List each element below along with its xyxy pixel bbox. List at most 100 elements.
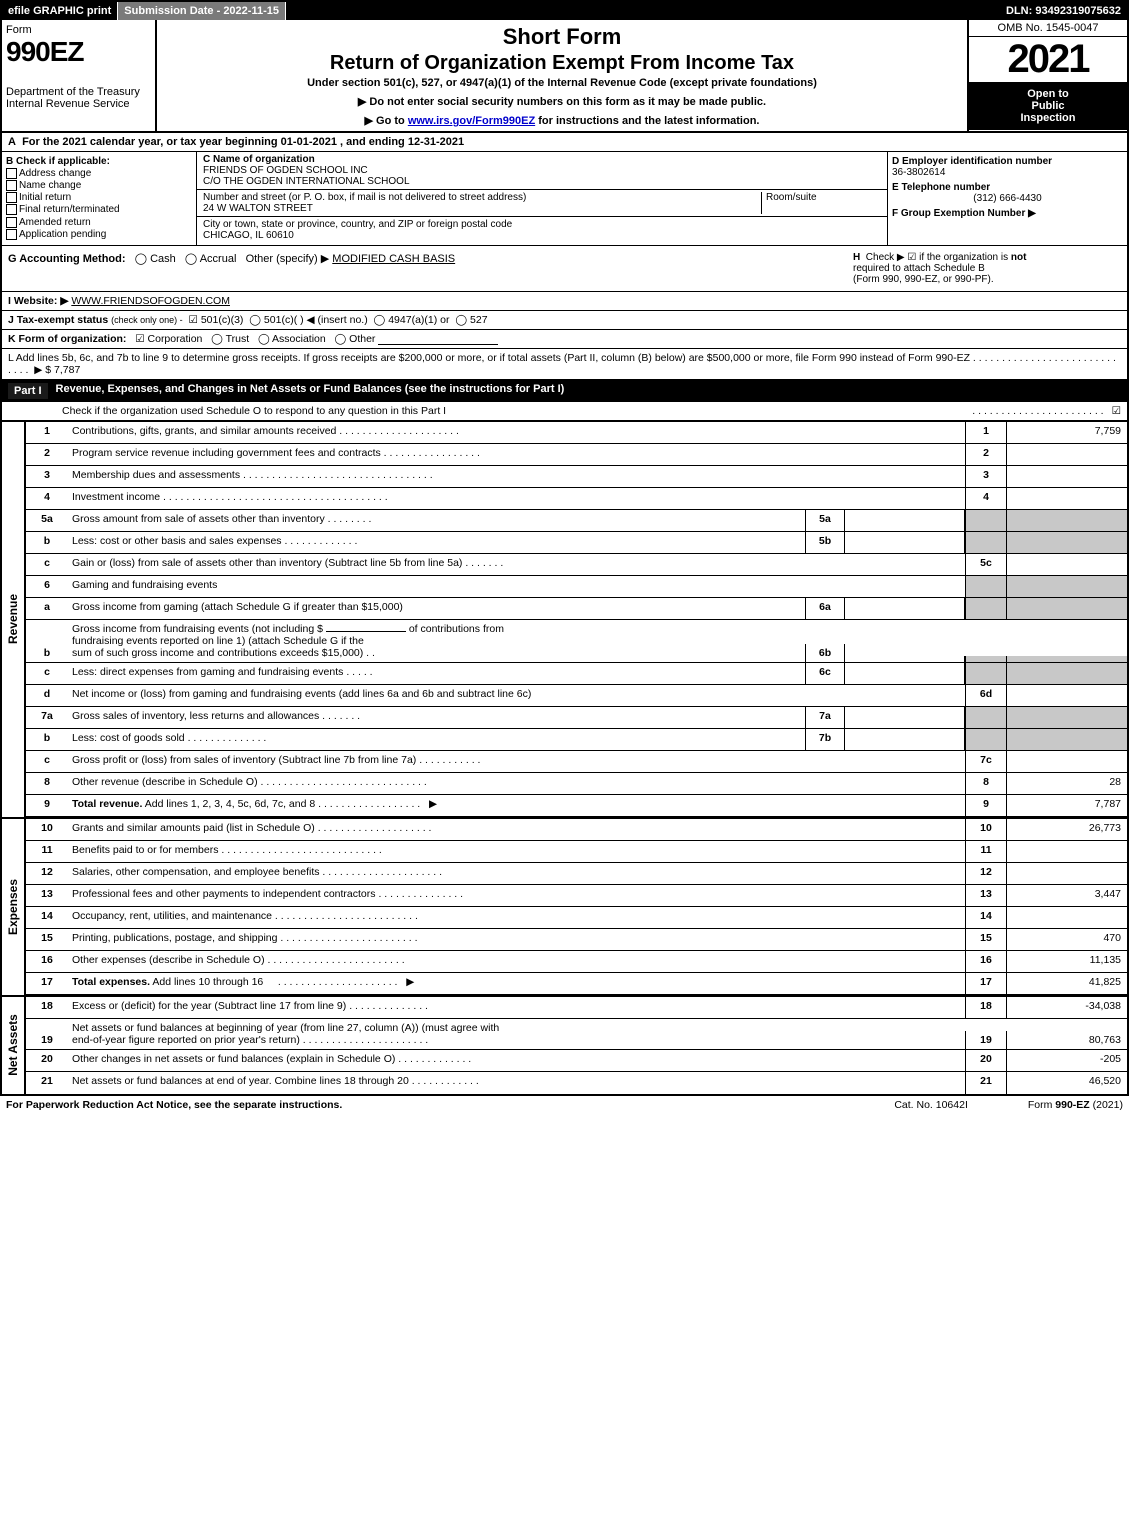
line-5a: 5aGross amount from sale of assets other… [26, 510, 1127, 532]
line-9: 9Total revenue. Add lines 1, 2, 3, 4, 5c… [26, 795, 1127, 817]
instr2-lead: ▶ Go to [365, 115, 408, 127]
line-val [1007, 598, 1127, 619]
subbox-val [845, 729, 965, 750]
revenue-section: Revenue 1Contributions, gifts, grants, a… [2, 422, 1127, 817]
checkbox-icon[interactable] [6, 180, 17, 191]
line-rnum: 2 [965, 444, 1007, 465]
line-desc: Gross income from fundraising events (no… [68, 620, 805, 662]
k-opt4: ◯ Other [335, 333, 376, 345]
line-5c: cGain or (loss) from sale of assets othe… [26, 554, 1127, 576]
h-line2: required to attach Schedule B [853, 263, 1121, 274]
j-opt4: ◯ 527 [455, 314, 487, 326]
part-i-title: Revenue, Expenses, and Changes in Net As… [56, 383, 565, 399]
part-i-dots: . . . . . . . . . . . . . . . . . . . . … [446, 405, 1104, 417]
box-b-c-d-e-f: B Check if applicable: Address change Na… [2, 152, 1127, 246]
line-rnum [965, 510, 1007, 531]
line-val [1007, 466, 1127, 487]
chk-label: Application pending [19, 229, 106, 240]
line-2: 2Program service revenue including gover… [26, 444, 1127, 466]
header: Form 990EZ Department of the Treasury In… [2, 20, 1127, 133]
box-c-label: C Name of organization [203, 154, 881, 165]
line-rnum: 7c [965, 751, 1007, 772]
line-val [1007, 729, 1127, 750]
line-desc: Less: cost of goods sold . . . . . . . .… [68, 729, 805, 750]
line-desc: Gaming and fundraising events [68, 576, 965, 597]
line-18: 18Excess or (deficit) for the year (Subt… [26, 997, 1127, 1019]
line-rnum: 13 [965, 885, 1007, 906]
open-to-public: Open to Public Inspection [969, 82, 1127, 130]
subbox-val [845, 532, 965, 553]
line-desc: Printing, publications, postage, and shi… [68, 929, 965, 950]
checkbox-icon[interactable] [6, 229, 17, 240]
line-val: 7,759 [1007, 422, 1127, 443]
line-1: 1Contributions, gifts, grants, and simil… [26, 422, 1127, 444]
g-label: G Accounting Method: [8, 253, 126, 265]
ein-value: 36-3802614 [892, 167, 1123, 178]
line-rnum: 17 [965, 973, 1007, 994]
line-val [1007, 707, 1127, 728]
checkbox-icon[interactable] [6, 192, 17, 203]
room-suite: Room/suite [761, 192, 881, 214]
k-other-line [378, 344, 498, 345]
city-value: CHICAGO, IL 60610 [203, 230, 881, 241]
line-15: 15Printing, publications, postage, and s… [26, 929, 1127, 951]
box-b: B Check if applicable: Address change Na… [2, 152, 197, 245]
chk-name-change: Name change [6, 180, 192, 191]
line-num: 18 [26, 997, 68, 1018]
checkbox-icon[interactable] [6, 168, 17, 179]
line-val [1007, 907, 1127, 928]
line-val [1007, 663, 1127, 684]
city-label: City or town, state or province, country… [203, 219, 881, 230]
netassets-vlabel: Net Assets [2, 997, 26, 1094]
l6b-t1: Gross income from fundraising events (no… [72, 623, 323, 635]
g-other-val: MODIFIED CASH BASIS [332, 253, 455, 265]
part-i-sub: Check if the organization used Schedule … [2, 402, 1127, 420]
checkbox-icon[interactable] [6, 217, 17, 228]
line-num: b [26, 644, 68, 662]
line-num: c [26, 554, 68, 575]
header-center: Short Form Return of Organization Exempt… [157, 20, 967, 131]
line-6d: dNet income or (loss) from gaming and fu… [26, 685, 1127, 707]
k-opt1: ☑ Corporation [135, 333, 202, 345]
line-6: 6Gaming and fundraising events [26, 576, 1127, 598]
subbox-val [845, 598, 965, 619]
section-j: J Tax-exempt status (check only one) - ☑… [2, 311, 1127, 330]
j-sub: (check only one) - [111, 315, 183, 325]
subbox-val [845, 663, 965, 684]
line-desc: Net assets or fund balances at end of ye… [68, 1072, 965, 1094]
line-num: b [26, 532, 68, 553]
line-6c: cLess: direct expenses from gaming and f… [26, 663, 1127, 685]
line-rnum [965, 598, 1007, 619]
line-rnum [965, 663, 1007, 684]
line-val: 3,447 [1007, 885, 1127, 906]
line-num: 20 [26, 1050, 68, 1071]
g-other-lead: Other (specify) ▶ [246, 253, 330, 265]
addr-value: 24 W WALTON STREET [203, 203, 761, 214]
line-desc: Salaries, other compensation, and employ… [68, 863, 965, 884]
line-num: 1 [26, 422, 68, 443]
k-opt2: ◯ Trust [211, 333, 249, 345]
k-label: K Form of organization: [8, 333, 126, 345]
checkbox-icon[interactable] [6, 204, 17, 215]
j-opt1: ☑ 501(c)(3) [188, 314, 243, 326]
irs-link[interactable]: www.irs.gov/Form990EZ [408, 115, 535, 127]
line-desc: Contributions, gifts, grants, and simila… [68, 422, 965, 443]
line-val [1007, 656, 1127, 662]
chk-final-return: Final return/terminated [6, 204, 192, 215]
tax-year: 2021 [969, 37, 1127, 82]
line-num: 15 [26, 929, 68, 950]
line-14: 14Occupancy, rent, utilities, and mainte… [26, 907, 1127, 929]
l6b-t2: of contributions from [409, 623, 504, 635]
line-val [1007, 841, 1127, 862]
line-7b: bLess: cost of goods sold . . . . . . . … [26, 729, 1127, 751]
line-desc: Less: direct expenses from gaming and fu… [68, 663, 805, 684]
submission-date: Submission Date - 2022-11-15 [118, 2, 286, 20]
chk-label: Initial return [19, 192, 71, 203]
chk-label: Name change [19, 180, 81, 191]
line-desc: Benefits paid to or for members . . . . … [68, 841, 965, 862]
line-rnum: 16 [965, 951, 1007, 972]
line-5b: bLess: cost or other basis and sales exp… [26, 532, 1127, 554]
line-19: 19 Net assets or fund balances at beginn… [26, 1019, 1127, 1050]
line-num: 6 [26, 576, 68, 597]
line-num: 10 [26, 819, 68, 840]
